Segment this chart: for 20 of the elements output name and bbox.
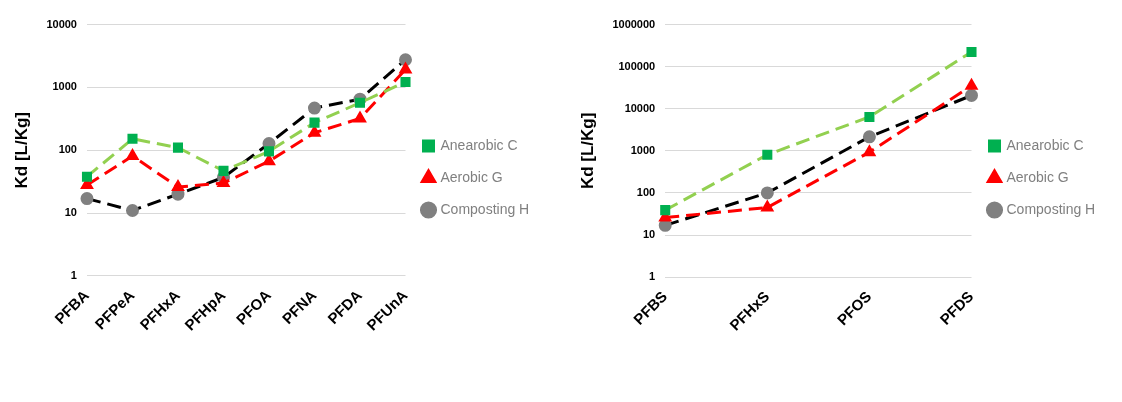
y-axis-title: Kd [L/Kg] — [11, 112, 31, 189]
legend-label: Anearobic C — [1006, 136, 1084, 153]
y-tick-label: 1 — [649, 270, 656, 283]
y-tick-label: 1000 — [630, 143, 656, 156]
y-tick-label: 100 — [636, 185, 656, 198]
legend-label: Composting H — [440, 200, 530, 217]
y-tick-label: 100 — [58, 143, 77, 156]
y-tick-label: 10000 — [624, 101, 656, 114]
y-tick-label: 1 — [70, 268, 77, 281]
y-axis-title: Kd [L/Kg] — [577, 112, 597, 190]
y-tick-label: 1000 — [52, 80, 77, 93]
y-tick-label: 100000 — [618, 59, 656, 72]
y-tick-label: 1000000 — [612, 17, 656, 30]
legend-label: Anearobic C — [440, 136, 518, 153]
legend-label: Aerobic G — [1006, 168, 1069, 185]
y-tick-label: 10 — [642, 228, 656, 241]
y-tick-label: 10 — [64, 206, 77, 219]
y-tick-label: 10000 — [46, 17, 77, 30]
legend-label: Aerobic G — [440, 168, 503, 185]
legend-label: Composting H — [1006, 200, 1096, 217]
